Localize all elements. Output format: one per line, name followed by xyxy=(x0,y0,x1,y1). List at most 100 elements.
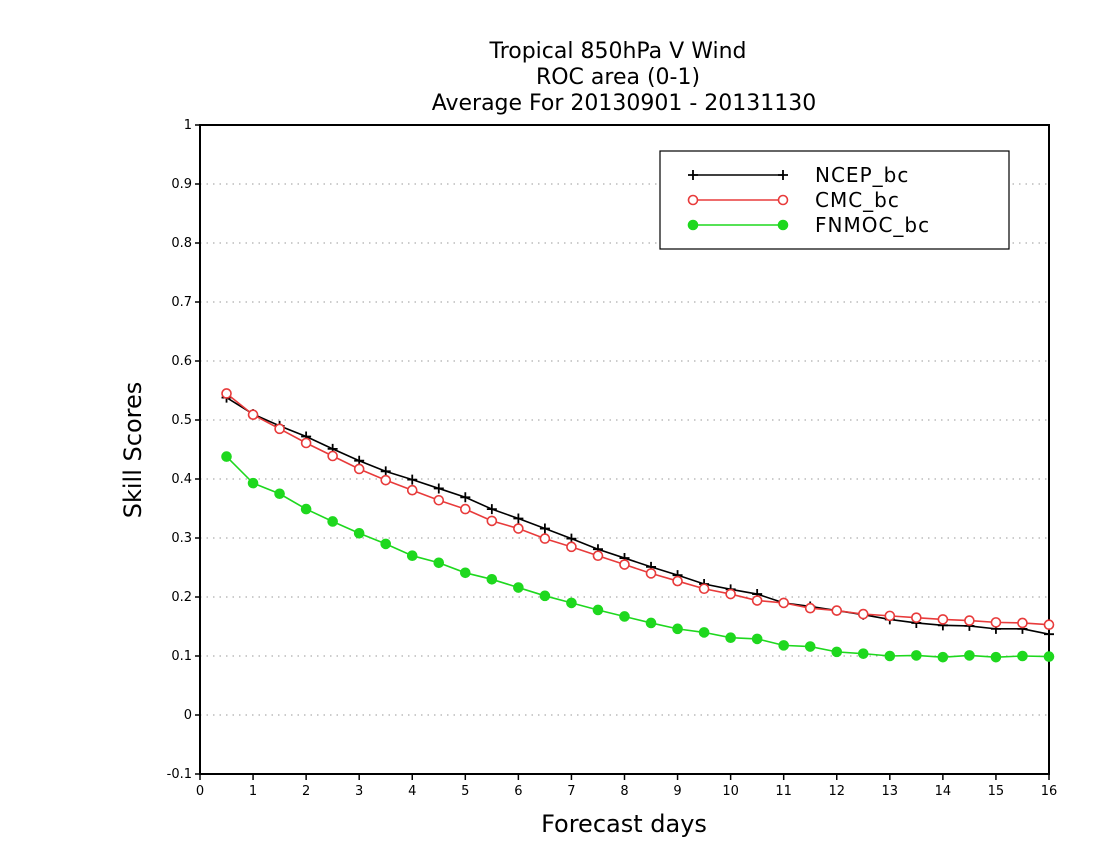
data-point-cmc-bc xyxy=(300,437,312,449)
data-point-fnmoc-bc xyxy=(539,590,551,602)
data-point-fnmoc-bc xyxy=(698,627,710,638)
data-point-cmc-bc xyxy=(486,515,498,527)
data-point-cmc-bc xyxy=(672,575,683,587)
x-tick-label: 6 xyxy=(514,784,522,799)
data-point-ncep-bc xyxy=(539,523,550,534)
data-point-ncep-bc xyxy=(460,492,471,503)
data-point-cmc-bc xyxy=(460,503,471,515)
title-line-3: Average For 20130901 - 20131130 xyxy=(432,91,817,116)
x-tick-label: 12 xyxy=(828,784,845,799)
data-point-fnmoc-bc xyxy=(778,640,789,651)
series-line-fnmoc-bc xyxy=(225,456,1050,658)
data-point-cmc-bc xyxy=(911,612,922,623)
data-point-ncep-bc xyxy=(407,474,418,485)
data-point-cmc-bc xyxy=(566,541,577,553)
data-point-cmc-bc xyxy=(937,614,949,625)
data-point-fnmoc-bc xyxy=(645,617,657,629)
data-point-cmc-bc xyxy=(1043,619,1055,631)
data-point-fnmoc-bc xyxy=(353,527,365,539)
x-tick-label: 3 xyxy=(355,784,363,799)
x-tick-label: 9 xyxy=(673,784,681,799)
data-point-cmc-bc xyxy=(831,605,843,616)
data-point-cmc-bc xyxy=(274,423,285,435)
title-line-2: ROC area (0-1) xyxy=(536,65,700,90)
x-tick-label: 14 xyxy=(935,784,952,799)
data-point-cmc-bc xyxy=(884,610,896,622)
data-point-fnmoc-bc xyxy=(300,503,312,515)
data-point-ncep-bc xyxy=(1044,629,1054,640)
data-point-cmc-bc xyxy=(247,409,259,420)
legend-label: NCEP_bc xyxy=(815,163,909,187)
series-fnmoc-bc xyxy=(221,451,1055,663)
y-tick-label: 0.4 xyxy=(171,472,192,487)
y-tick-label: -0.1 xyxy=(167,767,192,782)
series-layer xyxy=(221,388,1055,663)
legend-label: CMC_bc xyxy=(815,188,900,212)
y-tick-label: 0.3 xyxy=(171,531,192,546)
x-tick-label: 10 xyxy=(722,784,739,799)
series-ncep-bc xyxy=(221,392,1054,640)
title-line-1: Tropical 850hPa V Wind xyxy=(488,39,746,64)
x-tick-label: 0 xyxy=(196,784,204,799)
data-point-ncep-bc xyxy=(380,466,391,477)
data-point-fnmoc-bc xyxy=(619,611,630,622)
legend-entry-ncep-bc: NCEP_bc xyxy=(688,163,909,187)
data-point-cmc-bc xyxy=(513,523,524,534)
legend-marker xyxy=(777,194,789,206)
data-point-ncep-bc xyxy=(513,513,524,524)
data-point-fnmoc-bc xyxy=(274,488,285,500)
data-point-cmc-bc xyxy=(592,550,604,562)
data-point-cmc-bc xyxy=(778,597,789,609)
data-point-cmc-bc xyxy=(857,608,869,620)
data-point-ncep-bc xyxy=(433,483,444,494)
data-point-cmc-bc xyxy=(751,595,763,606)
x-tick-label: 13 xyxy=(882,784,899,799)
data-point-cmc-bc xyxy=(221,388,232,399)
y-tick-label: 0.6 xyxy=(171,354,192,369)
data-point-cmc-bc xyxy=(327,450,338,462)
data-point-cmc-bc xyxy=(698,583,710,595)
x-tick-label: 16 xyxy=(1041,784,1058,799)
series-line-cmc-bc xyxy=(226,392,1050,626)
data-point-ncep-bc xyxy=(486,504,497,515)
data-point-cmc-bc xyxy=(539,533,551,544)
data-point-fnmoc-bc xyxy=(327,516,338,527)
data-point-fnmoc-bc xyxy=(672,623,683,635)
data-point-fnmoc-bc xyxy=(486,574,498,585)
legend-marker xyxy=(688,170,698,180)
data-point-fnmoc-bc xyxy=(804,641,816,652)
data-point-fnmoc-bc xyxy=(884,650,896,662)
y-tick-label: 0.9 xyxy=(171,177,192,192)
data-point-fnmoc-bc xyxy=(937,651,949,663)
legend-entry-fnmoc-bc: FNMOC_bc xyxy=(687,213,929,237)
data-point-fnmoc-bc xyxy=(380,538,392,550)
data-point-fnmoc-bc xyxy=(1017,650,1028,662)
data-point-fnmoc-bc xyxy=(513,582,524,593)
legend-marker xyxy=(777,219,789,231)
data-point-cmc-bc xyxy=(645,568,657,579)
y-tick-label: 0.8 xyxy=(171,236,192,251)
data-point-cmc-bc xyxy=(1017,617,1028,629)
legend-marker xyxy=(687,194,699,206)
y-tick-label: 0.2 xyxy=(171,590,192,605)
x-tick-label: 4 xyxy=(408,784,416,799)
data-point-fnmoc-bc xyxy=(566,597,577,609)
data-point-fnmoc-bc xyxy=(406,550,418,562)
y-tick-label: 0.5 xyxy=(171,413,192,428)
x-tick-label: 8 xyxy=(620,784,628,799)
data-point-fnmoc-bc xyxy=(831,646,843,658)
data-point-fnmoc-bc xyxy=(857,648,869,659)
x-tick-label: 7 xyxy=(567,784,575,799)
data-point-fnmoc-bc xyxy=(1043,651,1055,662)
data-point-cmc-bc xyxy=(725,588,736,600)
y-tick-label: 0 xyxy=(184,708,192,723)
chart-title: Tropical 850hPa V Wind ROC area (0-1) Av… xyxy=(432,39,817,116)
y-tick-label: 1 xyxy=(184,118,192,133)
x-axis-label: Forecast days xyxy=(541,810,707,838)
series-line-ncep-bc xyxy=(226,396,1050,635)
x-tick-label: 1 xyxy=(249,784,257,799)
data-point-fnmoc-bc xyxy=(725,632,736,644)
gridlines xyxy=(200,183,1049,716)
